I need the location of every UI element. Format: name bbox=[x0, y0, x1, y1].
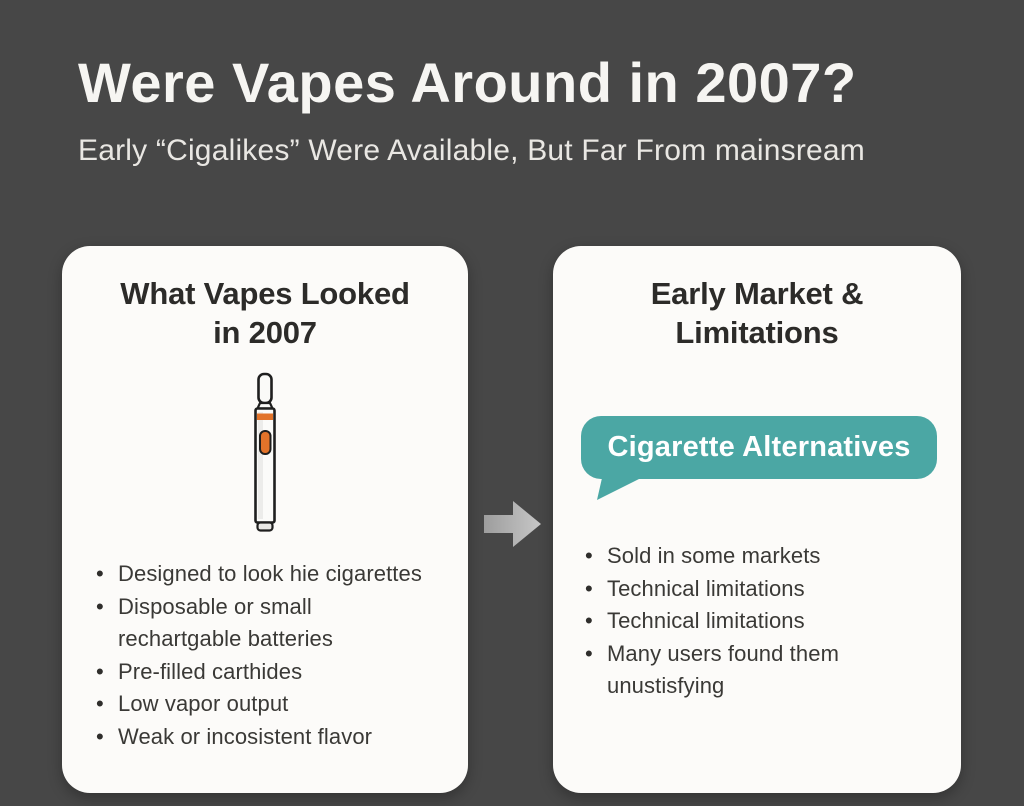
left-card-bullet-list: Designed to look hie cigarettes Disposab… bbox=[94, 558, 446, 753]
right-card-heading: Early Market & Limitations bbox=[553, 274, 961, 352]
list-item: Sold in some markets bbox=[583, 540, 955, 573]
list-item: Low vapor output bbox=[94, 688, 446, 721]
card-early-market-limitations: Early Market & Limitations Cigarette Alt… bbox=[553, 246, 961, 793]
vape-pen-icon bbox=[233, 372, 297, 539]
badge-label: Cigarette Alternatives bbox=[607, 431, 911, 463]
arrow-right-icon bbox=[483, 498, 543, 555]
list-item: Designed to look hie cigarettes bbox=[94, 558, 446, 591]
speech-bubble-tail bbox=[597, 478, 641, 500]
speech-bubble-badge: Cigarette Alternatives bbox=[581, 416, 937, 500]
right-card-heading-line1: Early Market & bbox=[650, 276, 864, 311]
page-subtitle: Early “Cigalikes” Were Available, But Fa… bbox=[78, 134, 865, 167]
list-item: Weak or incosistent flavor bbox=[94, 721, 446, 754]
page-title: Were Vapes Around in 2007? bbox=[78, 51, 857, 114]
right-card-bullet-list: Sold in some markets Technical limitatio… bbox=[583, 540, 955, 703]
card-what-vapes-looked: What Vapes Looked in 2007 bbox=[62, 246, 468, 793]
list-item: Many users found them unustisfying bbox=[583, 638, 955, 703]
left-card-heading: What Vapes Looked in 2007 bbox=[62, 274, 468, 352]
list-item: Technical limitations bbox=[583, 605, 955, 638]
list-item: Disposable or small rechartgable batteri… bbox=[94, 591, 344, 656]
list-item: Pre-filled carthides bbox=[94, 656, 446, 689]
left-card-heading-line1: What Vapes Looked bbox=[120, 276, 410, 311]
right-card-heading-line2: Limitations bbox=[675, 315, 839, 350]
left-card-heading-line2: in 2007 bbox=[213, 315, 317, 350]
list-item: Technical limitations bbox=[583, 573, 955, 606]
